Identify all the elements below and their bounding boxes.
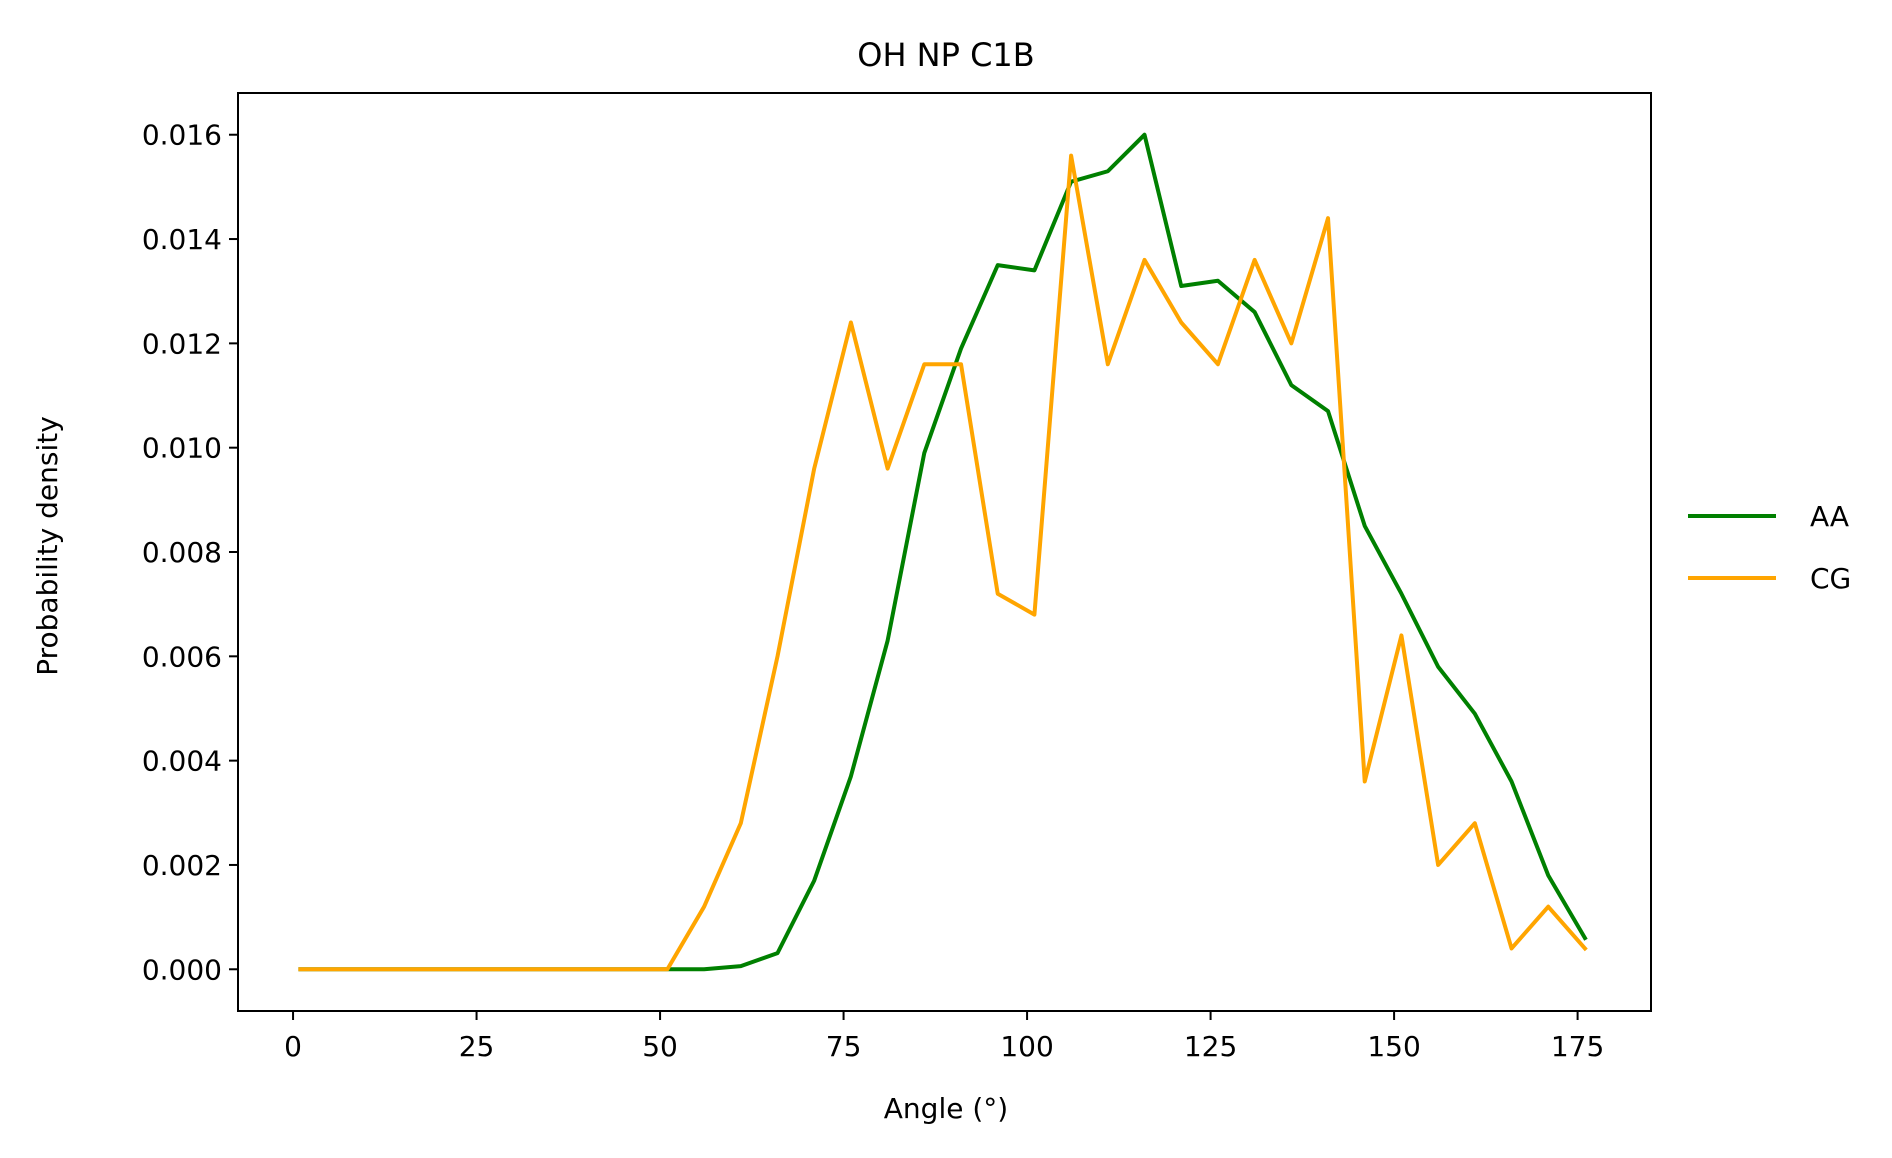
y-tick-label: 0.000 — [142, 953, 222, 986]
legend: AA CG — [1688, 500, 1851, 595]
plot-frame — [238, 93, 1651, 1011]
x-tick-label: 0 — [284, 1030, 302, 1063]
y-tick-label: 0.006 — [142, 640, 222, 673]
legend-label-aa: AA — [1810, 500, 1849, 533]
axes-layer: 0 25 50 75 100 125 150 175 0.000 0.002 0.004 0.006 0… — [142, 119, 1604, 1063]
y-tick-label: 0.004 — [142, 745, 222, 778]
x-tick-label: 50 — [642, 1030, 678, 1063]
x-tick-label: 100 — [1000, 1030, 1053, 1063]
x-tick-label: 125 — [1184, 1030, 1237, 1063]
x-tick-label: 175 — [1551, 1030, 1604, 1063]
chart-title: OH NP C1B — [857, 36, 1034, 74]
x-tick-label: 25 — [459, 1030, 495, 1063]
series-line-aa — [300, 135, 1585, 970]
y-tick-label: 0.002 — [142, 849, 222, 882]
y-tick-label: 0.008 — [142, 536, 222, 569]
y-tick-label: 0.014 — [142, 223, 222, 256]
x-axis-label: Angle (°) — [884, 1092, 1008, 1125]
series-layer — [238, 93, 1651, 1011]
y-tick-label: 0.012 — [142, 327, 222, 360]
x-tick-label: 75 — [826, 1030, 862, 1063]
x-tick-label: 150 — [1367, 1030, 1420, 1063]
y-tick-label: 0.010 — [142, 432, 222, 465]
legend-label-cg: CG — [1810, 562, 1851, 595]
series-line-cg — [300, 156, 1585, 970]
y-axis-label: Probability density — [31, 416, 64, 676]
y-tick-label: 0.016 — [142, 119, 222, 152]
